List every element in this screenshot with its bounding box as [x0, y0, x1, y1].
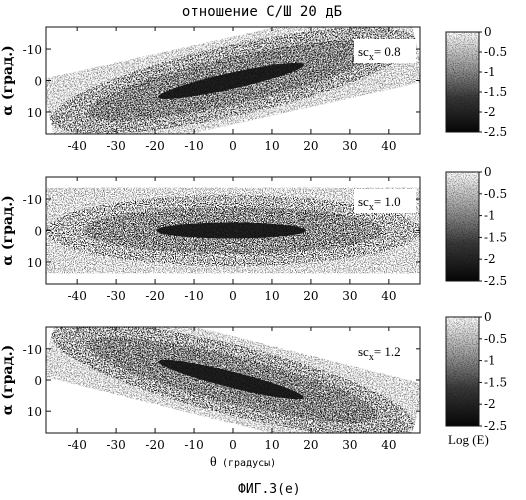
x-tick-label: -10: [184, 139, 203, 153]
y-tick-label: 10: [27, 256, 42, 270]
colorbar-tick-label: 0: [484, 25, 492, 39]
x-tick-label: -20: [145, 289, 164, 303]
x-tick-label: 40: [381, 289, 396, 303]
x-tick-label: 0: [229, 139, 237, 153]
x-tick-label: 10: [264, 139, 279, 153]
sc-symbol: sc: [358, 44, 369, 59]
x-tick-label: 40: [381, 139, 396, 153]
colorbar-tick-label: 0: [484, 165, 492, 179]
y-axis-label: α (град.): [0, 45, 16, 116]
y-tick-label: -10: [23, 193, 42, 207]
y-tick-label: -10: [23, 343, 42, 357]
panel-3: -40-30-20-10010203040-10010α (град.)scx=…: [0, 294, 507, 467]
colorbar-tick-label: -0.5: [484, 332, 507, 346]
colorbar-tick-label: 0: [484, 310, 492, 324]
colorbar-tick-label: -1: [484, 65, 496, 79]
colorbar-tick-label: -1.5: [484, 230, 507, 244]
y-tick-label: 10: [27, 106, 42, 120]
x-tick-label: -40: [68, 139, 87, 153]
x-tick-label: -40: [68, 438, 87, 452]
colorbar-texture: [446, 172, 479, 281]
panel-2: -40-30-20-10010203040-10010α (град.)scx=…: [0, 165, 507, 303]
x-tick-label: -30: [106, 289, 125, 303]
colorbar: 0 -0.5 -1 -1.5 -2 -2.5: [446, 165, 507, 288]
colorbar-tick-label: -2: [484, 105, 496, 119]
x-tick-label: 20: [303, 289, 318, 303]
x-tick-label: 10: [264, 289, 279, 303]
x-tick-label: 30: [342, 289, 357, 303]
colorbar-tick-label: -2: [484, 397, 496, 411]
x-tick-label: -20: [145, 139, 164, 153]
x-tick-label: -40: [68, 289, 87, 303]
figure-title: отношение С/Ш 20 дБ: [182, 4, 342, 20]
x-tick-label: -10: [184, 438, 203, 452]
y-tick-label: 0: [34, 374, 42, 388]
x-tick-label: 30: [342, 438, 357, 452]
colorbar-tick-label: -1.5: [484, 375, 507, 389]
sc-value: = 1.2: [374, 344, 401, 359]
colorbar: 0 -0.5 -1 -1.5 -2 -2.5: [446, 310, 507, 433]
x-tick-label: -30: [106, 438, 125, 452]
intensity-core: [156, 222, 306, 238]
colorbar-texture: [446, 32, 479, 132]
colorbar-tick-label: -1: [484, 354, 496, 368]
x-tick-label: 20: [303, 438, 318, 452]
x-tick-label: 40: [381, 438, 396, 452]
colorbar-label: Log (E): [448, 432, 489, 447]
colorbar-tick-label: -2.5: [484, 419, 507, 433]
sc-value: = 0.8: [374, 44, 401, 59]
colorbar-tick-label: -0.5: [484, 187, 507, 201]
x-axis-symbol: θ: [210, 455, 217, 470]
colorbar-texture: [446, 317, 479, 426]
y-axis-label: α (град.): [0, 195, 16, 266]
x-tick-label: -20: [145, 438, 164, 452]
x-tick-label: -10: [184, 289, 203, 303]
x-tick-label: 10: [264, 438, 279, 452]
colorbar-tick-label: -1: [484, 209, 496, 223]
x-axis-unit: (градусы): [222, 458, 276, 469]
colorbar: 0 -0.5 -1 -1.5 -2 -2.5: [446, 25, 507, 139]
x-tick-label: 0: [229, 289, 237, 303]
sc-value: = 1.0: [374, 194, 401, 209]
y-tick-label: 0: [34, 225, 42, 239]
colorbar-tick-label: -2.5: [484, 125, 507, 139]
colorbar-tick-label: -2.5: [484, 274, 507, 288]
colorbar-tick-label: -2: [484, 252, 496, 266]
panel-1: -40-30-20-10010203040-10010α (град.)scx=…: [0, 0, 507, 163]
x-tick-label: 20: [303, 139, 318, 153]
y-tick-label: 10: [27, 405, 42, 419]
figure-caption: ФИГ.3(е): [238, 482, 301, 497]
colorbar-tick-label: -1.5: [484, 85, 507, 99]
y-tick-label: 0: [34, 75, 42, 89]
x-tick-label: -30: [106, 139, 125, 153]
sc-symbol: sc: [358, 194, 369, 209]
x-tick-label: 30: [342, 139, 357, 153]
x-tick-label: 0: [229, 438, 237, 452]
colorbar-tick-label: -0.5: [484, 45, 507, 59]
sc-symbol: sc: [358, 344, 369, 359]
y-tick-label: -10: [23, 43, 42, 57]
y-axis-label: α (град.): [0, 345, 16, 416]
